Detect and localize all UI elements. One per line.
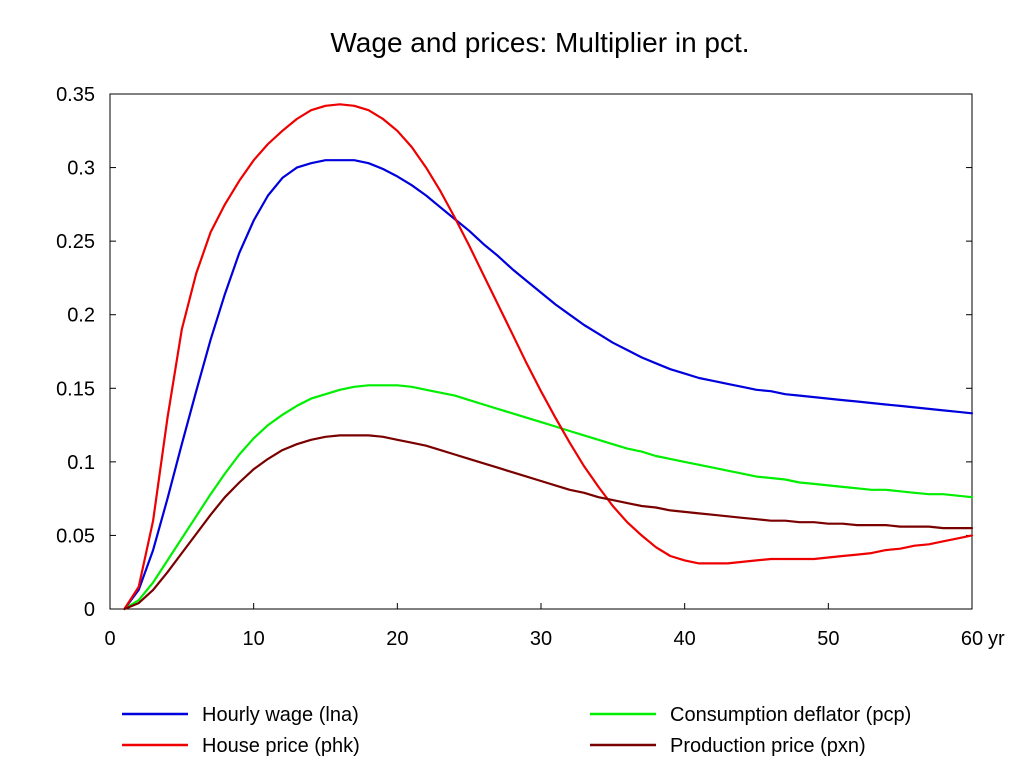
x-axis-unit: yr xyxy=(988,628,1005,650)
y-tick-label: 0.1 xyxy=(67,452,95,474)
x-axis: 0 10 20 30 40 50 60 yr xyxy=(104,603,1005,650)
legend-label: Production price (pxn) xyxy=(670,735,866,757)
legend-label: Consumption deflator (pcp) xyxy=(670,704,911,726)
series-line-3 xyxy=(123,434,974,611)
legend-label: Hourly wage (lna) xyxy=(202,704,359,726)
legend: Hourly wage (lna) House price (phk) Consum… xyxy=(122,704,911,757)
y-tick-label: 0.25 xyxy=(56,231,95,253)
x-tick-label: 40 xyxy=(674,628,696,650)
y-tick-label: 0.35 xyxy=(56,84,95,106)
x-tick-label: 50 xyxy=(817,628,839,650)
series-line-2 xyxy=(123,103,974,611)
plot-frame xyxy=(109,93,973,610)
chart-title: Wage and prices: Multiplier in pct. xyxy=(330,27,749,58)
series-line-1 xyxy=(123,384,974,611)
x-tick-label: 60 xyxy=(961,628,983,650)
x-tick-label: 0 xyxy=(104,628,115,650)
series-line-0 xyxy=(123,159,974,611)
y-tick-label: 0.05 xyxy=(56,525,95,547)
y-axis: 0 0.05 0.1 0.15 0.2 0.25 0.3 0.35 xyxy=(56,84,972,621)
y-tick-label: 0 xyxy=(84,599,95,621)
series-lines xyxy=(123,103,974,611)
legend-label: House price (phk) xyxy=(202,735,360,757)
x-tick-label: 10 xyxy=(243,628,265,650)
y-tick-label: 0.3 xyxy=(67,158,95,180)
y-tick-label: 0.2 xyxy=(67,305,95,327)
x-tick-label: 30 xyxy=(530,628,552,650)
x-tick-label: 20 xyxy=(386,628,408,650)
y-tick-label: 0.15 xyxy=(56,378,95,400)
